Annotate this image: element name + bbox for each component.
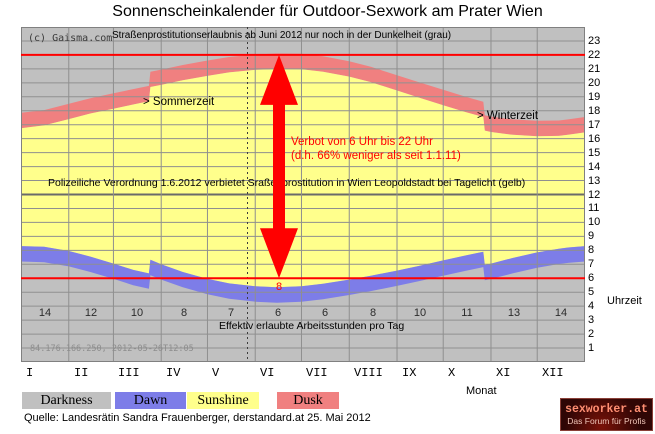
month-label: III: [118, 366, 140, 380]
plot-border: [21, 27, 585, 362]
y-tick-label: 22: [588, 49, 601, 61]
logo-tagline: Das Forum für Profis: [567, 416, 646, 426]
effective-hours-value: 10: [413, 307, 427, 319]
legend-label-dawn: Dawn: [133, 392, 168, 408]
y-tick-label: 13: [588, 175, 601, 187]
month-label: II: [74, 366, 89, 380]
source-credit: Quelle: Landesrätin Sandra Frauenberger,…: [24, 412, 371, 424]
month-label: VIII: [354, 366, 383, 380]
month-label: IV: [166, 366, 181, 380]
y-tick-label: 7: [588, 258, 595, 270]
y-tick-label: 6: [588, 272, 595, 284]
effective-hours-value: 14: [38, 307, 52, 319]
logo-site-name: sexworker.at: [565, 403, 648, 416]
page-title: Sonnenscheinkalender für Outdoor-Sexwork…: [112, 3, 543, 20]
legend-item-dusk: Dusk: [277, 392, 339, 409]
ip-timestamp-watermark: 84.176.166.250, 2012-05-26T12:05: [30, 344, 194, 354]
daylight-area-chart: [21, 27, 585, 362]
y-tick-label: 9: [588, 230, 595, 242]
legend: Darkness Dawn Sunshine Dusk: [0, 392, 560, 410]
y-axis-label: Uhrzeit: [607, 295, 642, 307]
month-label: VII: [306, 366, 328, 380]
y-tick-label: 23: [588, 35, 601, 47]
month-label: X: [448, 366, 456, 380]
verbot-annotation-line2: (d.h. 66% weniger als seit 1.1.11): [291, 150, 461, 162]
y-tick-label: 2: [588, 328, 595, 340]
month-label: XII: [542, 366, 564, 380]
y-tick-label: 14: [588, 161, 601, 173]
y-tick-label: 4: [588, 300, 595, 312]
y-tick-label: 18: [588, 105, 601, 117]
effective-hours-value: 6: [274, 307, 282, 319]
legend-label-dusk: Dusk: [293, 392, 323, 408]
y-tick-label: 15: [588, 147, 601, 159]
legend-item-dawn: Dawn: [115, 392, 186, 409]
effective-hours-value: 6: [321, 307, 329, 319]
month-label: XI: [496, 366, 511, 380]
y-tick-label: 21: [588, 63, 601, 75]
y-tick-label: 20: [588, 77, 601, 89]
effective-hours-value: 13: [507, 307, 521, 319]
effective-hours-value: 8: [369, 307, 377, 319]
y-tick-label: 12: [588, 189, 601, 201]
legend-label-darkness: Darkness: [40, 392, 93, 408]
y-tick-label: 3: [588, 314, 595, 326]
effective-hours-caption: Effektiv erlaubte Arbeitsstunden pro Tag: [219, 320, 405, 332]
verbot-annotation-line1: Verbot von 6 Uhr bis 22 Uhr: [291, 136, 433, 148]
y-tick-label: 5: [588, 286, 595, 298]
month-label: V: [212, 366, 220, 380]
sexworker-logo: sexworker.at Das Forum für Profis: [560, 398, 653, 431]
effective-hours-value: 11: [461, 307, 473, 319]
y-tick-label: 1: [588, 342, 595, 354]
dawn-band: [21, 246, 585, 303]
y-tick-label: 16: [588, 133, 601, 145]
effective-hours-value: 12: [84, 307, 98, 319]
effective-hours-value: 8: [180, 307, 188, 319]
month-label: VI: [260, 366, 275, 380]
darkness-rule-annotation: Straßenprostitutionserlaubnis ab Juni 20…: [112, 30, 452, 41]
polizei-verordnung-annotation: Polizeiliche Verordnung 1.6.2012 verbiet…: [48, 177, 526, 189]
y-tick-label: 11: [588, 202, 600, 214]
sommerzeit-label: > Sommerzeit: [143, 96, 215, 108]
legend-label-sunshine: Sunshine: [197, 392, 249, 408]
legend-item-sunshine: Sunshine: [187, 392, 259, 409]
month-label: IX: [402, 366, 417, 380]
y-tick-label: 19: [588, 91, 601, 103]
y-tick-label: 10: [588, 216, 601, 228]
gaisma-watermark: (c) Gaisma.com: [28, 33, 113, 44]
month-label: I: [26, 366, 34, 380]
effective-hours-value: 10: [130, 307, 144, 319]
x-axis-label: Monat: [466, 385, 497, 397]
effective-hours-value: 14: [554, 307, 568, 319]
sunshine-band: [21, 68, 585, 288]
y-tick-label: 8: [588, 244, 595, 256]
dusk-band: [21, 53, 585, 137]
winterzeit-label: > Winterzeit: [477, 110, 539, 122]
legend-item-darkness: Darkness: [22, 392, 111, 409]
y-tick-label: 17: [588, 119, 601, 131]
arrow-hours-label: 8: [275, 281, 283, 293]
effective-hours-value: 7: [227, 307, 235, 319]
